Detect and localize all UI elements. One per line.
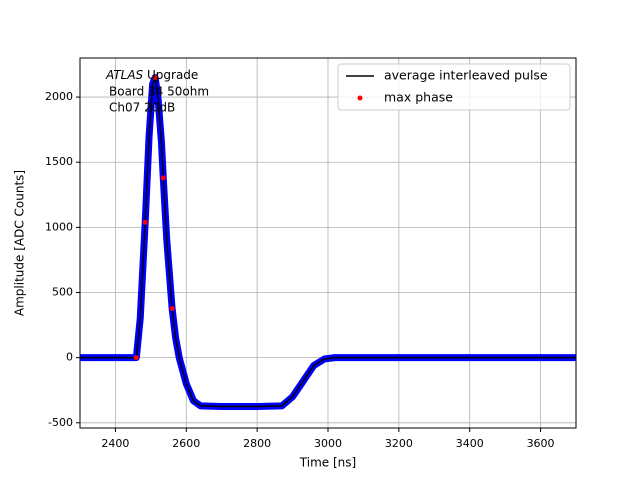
y-axis-label: Amplitude [ADC Counts]	[13, 170, 27, 316]
legend-box	[337, 63, 571, 111]
y-tick-label: 1000	[45, 220, 73, 233]
legend-label: average interleaved pulse	[384, 68, 548, 83]
x-axis-label: Time [ns]	[299, 456, 356, 470]
x-tick-label: 3600	[527, 437, 555, 450]
legend-marker	[357, 95, 363, 101]
x-tick-label: 2800	[243, 437, 271, 450]
max-phase-point	[169, 306, 175, 312]
plot-area	[80, 74, 576, 411]
y-tick-label: 1500	[45, 155, 73, 168]
max-phase-point	[152, 75, 158, 81]
max-phase-point	[160, 175, 166, 181]
annotation-line: Ch07 20dB	[109, 101, 175, 115]
y-tick-label: 500	[52, 286, 73, 299]
x-tick-label: 3000	[314, 437, 342, 450]
x-tick-label: 2600	[172, 437, 200, 450]
x-tick-label: 2400	[101, 437, 129, 450]
legend-label: max phase	[384, 90, 453, 105]
y-tick-label: 0	[66, 351, 73, 364]
annotation: ATLAS Upgrade	[105, 68, 198, 82]
max-phase-point	[142, 219, 148, 225]
annotation-line: Board 34 50ohm	[109, 85, 209, 99]
x-tick-label: 3200	[385, 437, 413, 450]
annotation-text: Upgrade	[143, 68, 198, 82]
y-tick-label: 2000	[45, 90, 73, 103]
pulse-line	[80, 74, 576, 408]
y-tick-label: -500	[48, 416, 73, 429]
max-phase-point	[133, 355, 139, 361]
axes-frame	[79, 57, 577, 429]
x-tick-label: 3400	[456, 437, 484, 450]
annotation-italic: ATLAS	[105, 68, 144, 82]
